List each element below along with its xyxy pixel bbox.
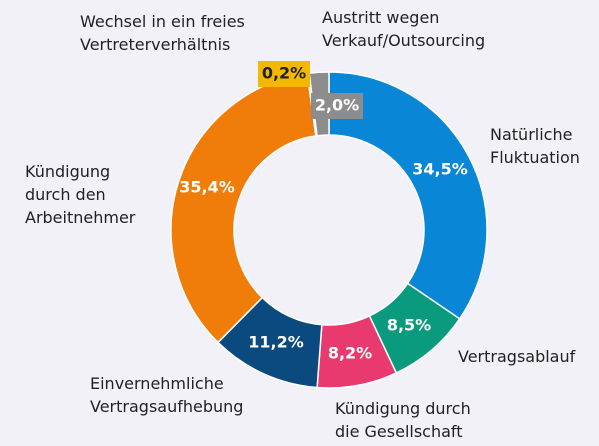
value-label: 8,2% (328, 344, 372, 363)
donut-segment (328, 71, 488, 320)
category-label: Einvernehmliche Vertragsaufhebung (90, 374, 244, 416)
value-label: 8,5% (387, 316, 431, 335)
category-label: Kündigung durch die Gesellschaft (335, 399, 471, 441)
value-label: 0,2% (262, 64, 306, 83)
label-box (258, 61, 310, 87)
value-label: 35,4% (179, 178, 235, 197)
donut-segment (170, 72, 317, 344)
label-box (311, 93, 363, 119)
category-label: Austritt wegen Verkauf/Outsourcing (322, 8, 486, 50)
value-label: 34,5% (412, 160, 468, 179)
category-label: Vertragsablauf (458, 347, 576, 366)
category-label: Kündigung durch den Arbeitnehmer (25, 162, 136, 227)
value-label: 2,0% (315, 96, 359, 115)
value-label: 11,2% (248, 333, 304, 352)
category-label: Natürliche Fluktuation (490, 125, 580, 167)
category-label: Wechsel in ein freies Vertreterverhältni… (80, 12, 245, 54)
